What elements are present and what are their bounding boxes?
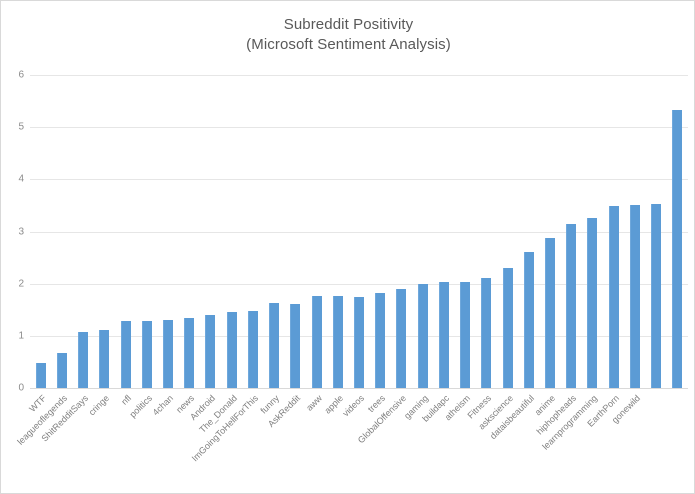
bar-slot: [476, 75, 497, 388]
bar[interactable]: [523, 252, 534, 388]
x-axis-line: [30, 388, 688, 389]
bar-slot: [94, 75, 115, 388]
bar-slot: [115, 75, 136, 388]
bar[interactable]: [184, 317, 195, 388]
bar-slot: [263, 75, 284, 388]
bars-layer: [30, 75, 688, 388]
bar[interactable]: [375, 293, 386, 388]
bar-slot: [624, 75, 645, 388]
bar-slot: [603, 75, 624, 388]
bar-slot: [348, 75, 369, 388]
bar[interactable]: [226, 311, 237, 388]
bar[interactable]: [162, 320, 173, 388]
y-axis-tick-label: 3: [18, 226, 24, 237]
bar[interactable]: [651, 204, 662, 388]
bar[interactable]: [99, 329, 110, 388]
y-axis-tick-label: 1: [18, 330, 24, 342]
bar[interactable]: [205, 314, 216, 388]
bar[interactable]: [290, 303, 301, 388]
y-axis-tick-label: 6: [18, 69, 24, 81]
x-axis-tick-label: cringe: [86, 393, 112, 418]
bar-slot: [221, 75, 242, 388]
bar-slot: [51, 75, 72, 388]
bar-slot: [370, 75, 391, 388]
x-axis-tick-label: nfl: [118, 393, 133, 407]
bar[interactable]: [120, 321, 131, 388]
x-axis-tick-label: 4chan: [150, 393, 176, 418]
bar-slot: [518, 75, 539, 388]
bar[interactable]: [396, 288, 407, 388]
x-axis-tick-label: videos: [340, 393, 367, 419]
bar-slot: [667, 75, 688, 388]
bar[interactable]: [502, 268, 513, 388]
bar[interactable]: [672, 109, 683, 388]
bar[interactable]: [481, 278, 492, 388]
bar-slot: [327, 75, 348, 388]
x-axis-labels: WTF leagueoflegends ShitRedditSays cringe nf…: [15, 390, 688, 493]
bar[interactable]: [629, 205, 640, 388]
bar[interactable]: [438, 281, 449, 388]
bar[interactable]: [56, 352, 67, 388]
bar-slot: [157, 75, 178, 388]
bar[interactable]: [311, 296, 322, 388]
bar-slot: [582, 75, 603, 388]
bar[interactable]: [247, 310, 258, 388]
bar-slot: [72, 75, 93, 388]
y-axis-tick-label: 2: [18, 278, 24, 290]
bar-slot: [285, 75, 306, 388]
bar-slot: [539, 75, 560, 388]
bar-slot: [646, 75, 667, 388]
bar-slot: [391, 75, 412, 388]
bar[interactable]: [269, 302, 280, 388]
chart-title-line1: Subreddit Positivity: [283, 16, 414, 33]
bar[interactable]: [78, 331, 89, 388]
bar[interactable]: [417, 283, 428, 388]
bar-slot: [136, 75, 157, 388]
x-axis-tick-label: aww: [303, 393, 324, 413]
bar-slot: [497, 75, 518, 388]
bar[interactable]: [587, 218, 598, 388]
bar-slot: [455, 75, 476, 388]
bar-slot: [306, 75, 327, 388]
gridline: [30, 127, 688, 129]
y-axis-tick-label: 4: [18, 173, 24, 185]
bar-slot: [561, 75, 582, 388]
bar[interactable]: [460, 281, 471, 388]
chart-title-line2: (Microsoft Sentiment Analysis): [246, 36, 451, 53]
y-axis-tick-label: 5: [18, 121, 24, 133]
bar-slot: [30, 75, 51, 388]
bar[interactable]: [545, 237, 556, 388]
y-axis-tick-label: 0: [18, 382, 24, 394]
gridline: [30, 75, 688, 76]
bar-slot: [433, 75, 454, 388]
bar-slot: [242, 75, 263, 388]
bar[interactable]: [332, 296, 343, 388]
gridline: [30, 231, 688, 233]
bar[interactable]: [35, 362, 46, 388]
bar-slot: [412, 75, 433, 388]
bar-slot: [179, 75, 200, 388]
gridline: [30, 283, 688, 285]
bar[interactable]: [353, 296, 364, 388]
chart-title: Subreddit Positivity (Microsoft Sentimen…: [1, 15, 694, 55]
bar[interactable]: [608, 206, 619, 388]
bar[interactable]: [141, 320, 152, 388]
bar-slot: [200, 75, 221, 388]
x-axis-tick-label: politics: [127, 393, 154, 420]
gridline: [30, 179, 688, 181]
bar[interactable]: [566, 223, 577, 388]
